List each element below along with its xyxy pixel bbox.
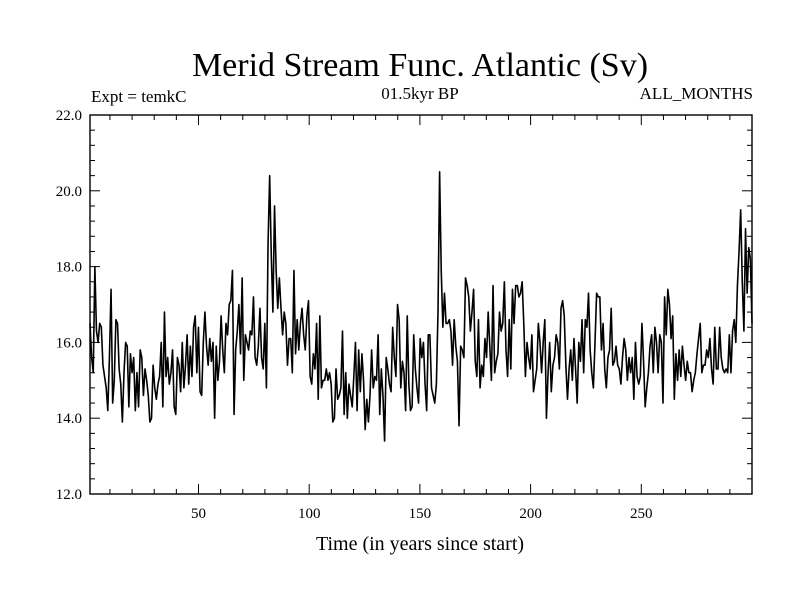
plot-frame — [89, 114, 753, 495]
axis-ticks — [90, 115, 752, 494]
x-tick-label: 200 — [519, 506, 542, 522]
axis-tick-labels: 50 100 150 200 250 12.0 14.0 16.0 18.0 20.0 22.0 — [56, 108, 653, 522]
y-tick-label: 22.0 — [56, 108, 82, 124]
y-tick-label: 14.0 — [56, 411, 82, 427]
y-tick-label: 16.0 — [56, 335, 82, 351]
period-label: 01.5kyr BP — [381, 84, 458, 103]
y-tick-label: 12.0 — [56, 487, 82, 503]
x-tick-label: 50 — [191, 506, 206, 522]
chart-title: Merid Stream Func. Atlantic (Sv) — [192, 47, 648, 84]
x-axis-label: Time (in years since start) — [316, 533, 524, 555]
y-tick-label: 18.0 — [56, 260, 82, 276]
y-tick-label: 20.0 — [56, 184, 82, 200]
experiment-label: Expt = temkC — [91, 87, 187, 106]
months-label: ALL_MONTHS — [640, 84, 753, 103]
x-tick-label: 100 — [298, 506, 321, 522]
series-line — [89, 171, 753, 442]
x-tick-label: 250 — [630, 506, 653, 522]
x-tick-label: 150 — [409, 506, 432, 522]
plot-axes — [89, 114, 753, 495]
